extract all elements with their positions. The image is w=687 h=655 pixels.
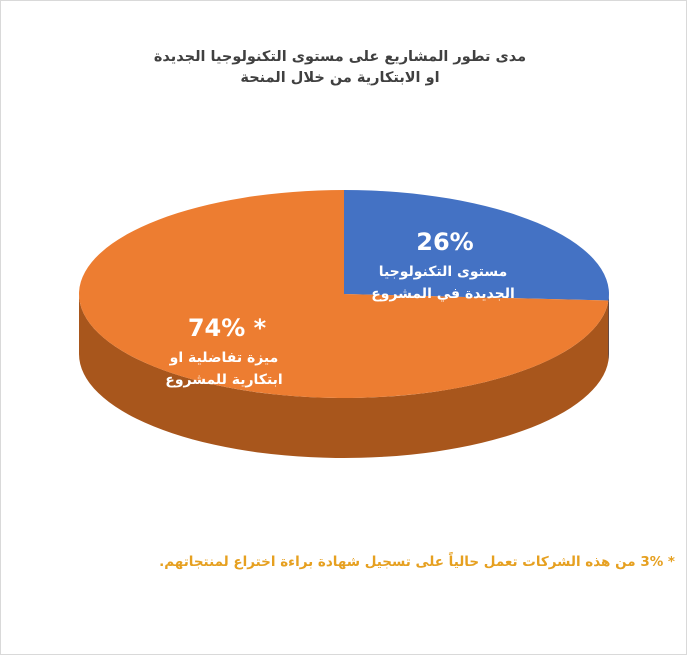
slice-label-percent-innovation: * 74% xyxy=(188,314,267,342)
chart-title-line-1: مدى تطور المشاريع على مستوى التكنولوجيا … xyxy=(153,49,527,65)
pie-side-walls xyxy=(79,294,609,459)
slice-label-text-innovation-line-1: ميزة تفاضلية او xyxy=(169,350,279,366)
pie-slice-side-1-0 xyxy=(79,294,609,459)
pie-slice-top-0 xyxy=(344,190,609,301)
footnote: * 3% من هذه الشركات تعمل حالياً على تسجي… xyxy=(159,554,675,570)
slice-label-text-innovation-line-2: ابتكارية للمشروع xyxy=(165,372,282,388)
pie-slice-side-0-0 xyxy=(608,294,609,361)
slice-label-text-technology-line-1: مستوى التكنولوجيا xyxy=(379,264,508,280)
pie-slice-top-1 xyxy=(79,190,609,398)
slice-label-percent-technology: 26% xyxy=(416,228,473,256)
pie-top-faces xyxy=(79,190,609,398)
chart-title-line-2: او الابتكارية من خلال المنحة xyxy=(240,70,440,86)
slice-label-text-technology-line-2: الجديدة في المشروع xyxy=(371,286,515,302)
